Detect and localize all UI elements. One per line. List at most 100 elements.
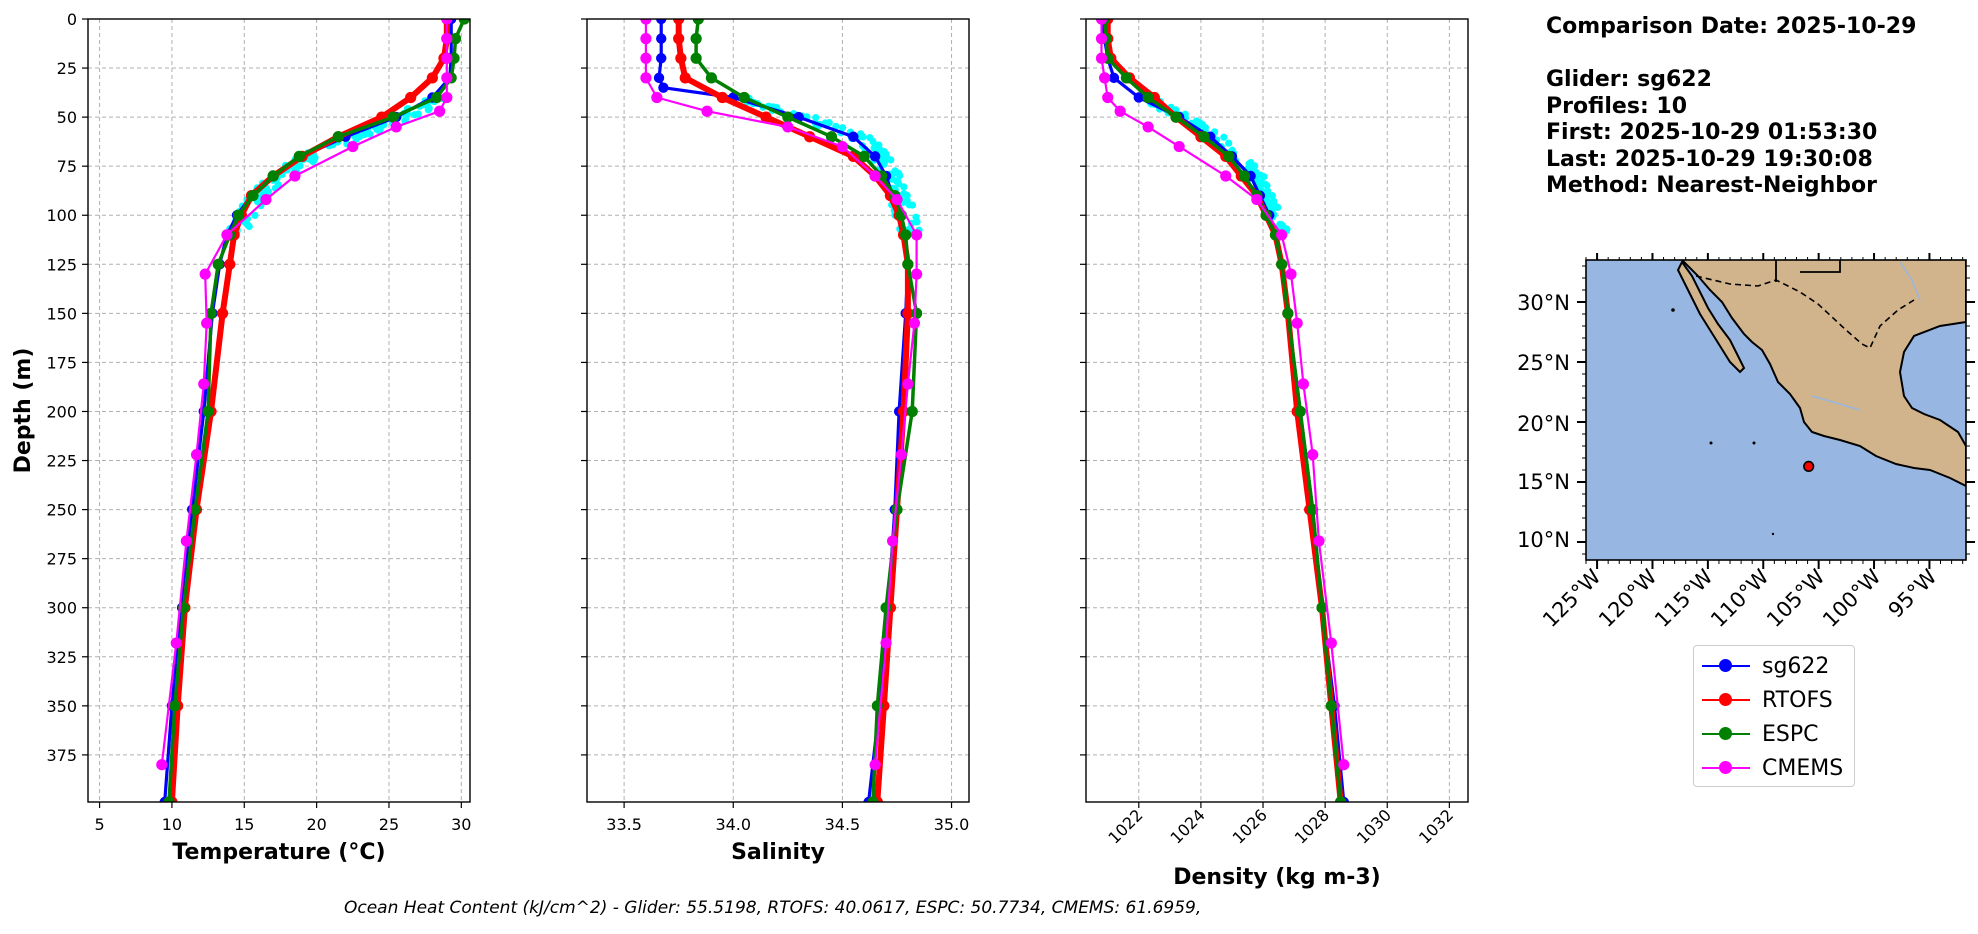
temperature-series-rtofs-point xyxy=(224,258,236,270)
temperature-series-cmems-point xyxy=(221,229,233,241)
salinity-series-rtofs-point xyxy=(679,72,691,84)
salinity-series-espc-point xyxy=(900,229,912,241)
density-xlabel: Density (kg m-3) xyxy=(1173,865,1381,890)
ocean-heat-content-note: Ocean Heat Content (kJ/cm^2) - Glider: 5… xyxy=(344,898,1202,918)
density-series-cmems-point xyxy=(1325,637,1337,649)
salinity-series-espc-point xyxy=(906,405,918,418)
map-border-us-north xyxy=(1775,260,1841,282)
temperature-panel: 0 25 50 75 100 125 150 175 200 225 250 275 300 325 350… xyxy=(11,10,471,865)
legend: sg622 RTOFS ESPC CMEMS xyxy=(1693,645,1855,787)
salinity-series-cmems-point xyxy=(895,449,907,461)
temperature-plot-area xyxy=(156,19,470,802)
temperature-ytick-label: 200 xyxy=(46,402,77,421)
map-lat-label-15: 15°N xyxy=(1517,470,1570,494)
salinity-xtick-label: 35.0 xyxy=(934,815,970,834)
density-series-cmems-point xyxy=(1099,72,1111,84)
temperature-ytick-label: 300 xyxy=(46,599,77,618)
temperature-xtick-label: 25 xyxy=(379,815,399,834)
temperature-series-cmems-point xyxy=(289,170,301,182)
salinity-series-rtofs-point xyxy=(673,19,685,25)
temperature-series-cmems-point xyxy=(441,52,453,64)
salinity-series-cmems-point xyxy=(908,317,921,329)
temperature-series-cmems-point xyxy=(347,140,359,153)
salinity-raw-point xyxy=(887,156,895,164)
temperature-xtick-label: 10 xyxy=(162,815,182,834)
density-plot-area xyxy=(1095,19,1350,802)
map-lon-label-115: 115°W xyxy=(1650,564,1718,632)
density-series-cmems-point xyxy=(1251,193,1263,206)
temperature-series-cmems-point xyxy=(441,91,453,104)
salinity-series-espc-point xyxy=(690,52,702,64)
density-raw-point xyxy=(1220,133,1228,141)
temperature-raw-point xyxy=(274,181,282,189)
salinity-series-sg622-point xyxy=(656,19,667,25)
salinity-series-espc-point xyxy=(825,131,838,143)
temperature-ytick-label: 25 xyxy=(57,59,77,78)
temperature-raw-point xyxy=(414,110,422,118)
density-series-cmems-point xyxy=(1114,105,1126,117)
map-lat-label-10: 10°N xyxy=(1517,528,1570,552)
temperature-series-espc-point xyxy=(232,209,245,221)
temperature-series-cmems-point xyxy=(441,19,453,25)
salinity-series-sg622-point xyxy=(869,151,881,162)
density-series-espc-point xyxy=(1198,131,1210,143)
map-lon-label-110: 110°W xyxy=(1706,564,1774,632)
density-series-cmems-point xyxy=(1095,19,1108,25)
salinity-xtick-label: 34.0 xyxy=(715,815,751,834)
density-series-espc-point xyxy=(1325,700,1337,712)
density-series-espc-point xyxy=(1170,111,1182,123)
temperature-series-cmems-point xyxy=(201,317,213,329)
temperature-series-cmems-point xyxy=(156,759,168,771)
density-series-cmems-point xyxy=(1338,759,1350,771)
legend-swatch-cmems xyxy=(1702,758,1750,778)
method: Method: Nearest-Neighbor xyxy=(1546,173,1877,198)
location-map: 30°N 25°N 20°N 15°N 10°N 125°W 120°W 115… xyxy=(1517,253,1975,632)
temperature-series-espc-point xyxy=(332,131,344,143)
temperature-series-cmems-point xyxy=(199,268,211,280)
temperature-ytick-label: 225 xyxy=(46,452,77,471)
salinity-xtick-label: 33.5 xyxy=(606,815,642,834)
salinity-series-rtofs-point xyxy=(902,307,914,319)
temperature-series-espc-point xyxy=(163,796,175,802)
salinity-series-espc-point xyxy=(782,111,794,123)
temperature-series-espc-point xyxy=(449,33,462,45)
salinity-series-cmems-point xyxy=(836,140,848,153)
salinity-raw-point xyxy=(882,150,890,158)
temperature-ytick-label: 125 xyxy=(46,255,77,274)
density-series-espc-point xyxy=(1276,258,1288,270)
density-xtick-label: 1026 xyxy=(1229,805,1271,847)
density-panel: 1022 1024 1026 1028 1030 1032 Density (kg m-3) xyxy=(1080,18,1469,890)
legend-label-cmems: CMEMS xyxy=(1762,755,1844,781)
temperature-ytick-label: 250 xyxy=(46,501,77,520)
legend-swatch-rtofs xyxy=(1702,690,1750,710)
density-series-espc-point xyxy=(1223,150,1235,162)
temperature-series-cmems-point xyxy=(434,105,446,117)
temperature-series-cmems-point xyxy=(180,535,192,547)
temperature-series-rtofs-point xyxy=(216,307,229,319)
density-xtick-label: 1030 xyxy=(1353,805,1395,847)
salinity-series-sg622-point xyxy=(656,53,667,64)
temperature-series-espc-point xyxy=(458,19,470,25)
salinity-series-sg622-point xyxy=(653,72,665,84)
density-series-espc-point xyxy=(1294,405,1306,418)
density-series-espc-point xyxy=(1120,72,1132,84)
temperature-ytick-label: 100 xyxy=(46,206,77,225)
map-lat-label-25: 25°N xyxy=(1517,351,1570,375)
salinity-series-cmems-point xyxy=(701,105,713,117)
glider-location-marker xyxy=(1803,460,1815,473)
salinity-raw-point xyxy=(891,167,899,175)
legend-label-espc: ESPC xyxy=(1762,721,1819,747)
temperature-raw-point xyxy=(296,162,304,170)
temperature-series-cmems-point xyxy=(260,193,272,206)
temperature-series-espc-point xyxy=(247,190,259,202)
density-series-cmems-point xyxy=(1095,52,1108,64)
density-series-cmems-point xyxy=(1291,317,1303,329)
legend-swatch-sg622 xyxy=(1702,656,1750,676)
temperature-series-rtofs-point xyxy=(426,72,438,84)
density-series-espc-point xyxy=(1238,170,1250,182)
info-block: Comparison Date: 2025-10-29 Glider: sg62… xyxy=(1546,14,1916,200)
temperature-ytick-label: 175 xyxy=(46,353,77,372)
last-time: Last: 2025-10-29 19:30:08 xyxy=(1546,146,1873,172)
map-lon-label-125: 125°W xyxy=(1538,564,1606,632)
map-river xyxy=(1811,261,1921,411)
